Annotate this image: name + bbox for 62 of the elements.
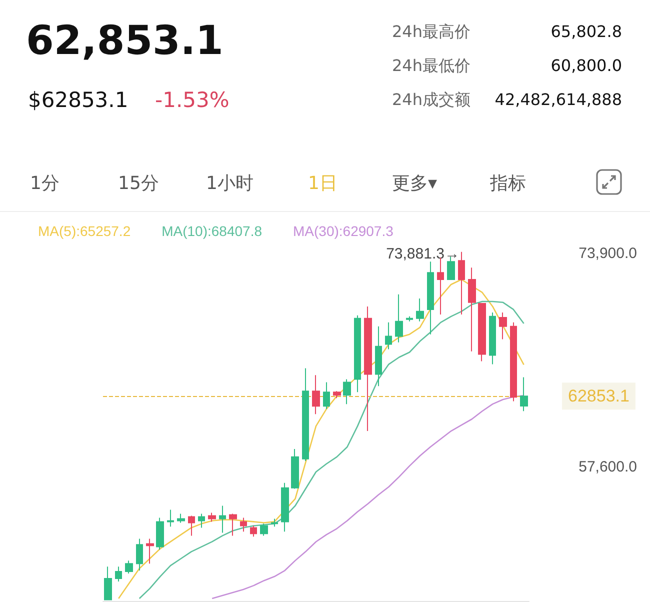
candlestick [478, 302, 486, 362]
candlestick [395, 294, 403, 343]
text: 65,802.8 [550, 22, 622, 41]
candlestick [312, 374, 320, 415]
text: 15分 [118, 172, 159, 195]
candlestick [385, 322, 392, 350]
text: 60,800.0 [550, 56, 622, 75]
text: MA(30):62907.3 [293, 223, 394, 239]
text: 24h最高价 [392, 22, 470, 43]
candlestick [364, 306, 372, 432]
candlestick [354, 314, 361, 393]
candlestick [323, 382, 330, 410]
text: 1小时 [206, 172, 254, 195]
candlestick [406, 316, 413, 322]
candlestick [219, 505, 226, 534]
chart-subtitle: $62853.1 [28, 88, 128, 112]
candlestick [291, 448, 299, 490]
candlestick [375, 326, 382, 387]
candlestick [229, 513, 237, 536]
candlestick [177, 513, 185, 524]
text: -1.53% [155, 88, 230, 112]
text: 指标 [490, 172, 526, 195]
candlestick [302, 368, 309, 462]
candlestick [416, 298, 424, 322]
candlestick [208, 512, 216, 522]
candlestick [333, 390, 341, 399]
candlestick [260, 523, 268, 536]
ref-line-label: 62853.1 [568, 386, 630, 406]
candlestick [188, 515, 195, 536]
candlestick [104, 566, 112, 600]
candlestick [136, 538, 143, 572]
candlestick [198, 513, 205, 528]
text: 更多▾ [392, 172, 438, 195]
y-tick-label: 57,600.0 [578, 458, 637, 476]
text: MA(5):65257.2 [38, 223, 131, 239]
candlestick [510, 322, 517, 402]
candlestick [240, 517, 247, 532]
candlestick [520, 376, 528, 412]
text: 1日 [308, 172, 338, 195]
candlestick [281, 482, 289, 532]
candlestick [156, 517, 164, 550]
candlestick [458, 251, 465, 315]
text: 1分 [30, 172, 60, 195]
text: MA(10):68407.8 [162, 223, 262, 239]
candlestick [146, 538, 154, 564]
y-tick-label: 73,900.0 [578, 245, 637, 262]
candlestick [167, 509, 174, 528]
text: 42,482,614,888 [494, 90, 622, 109]
chart-title: 62,853.1 [26, 18, 224, 64]
candlestick [343, 378, 351, 405]
text: 24h最低价 [392, 56, 470, 77]
candlestick [427, 261, 434, 335]
line-series [211, 394, 524, 600]
candlestick [271, 518, 278, 528]
candlestick [468, 267, 476, 352]
candlestick [489, 312, 496, 365]
candlestick [125, 560, 133, 574]
candlestick [250, 525, 257, 538]
candlestick [499, 312, 507, 340]
annotation: 73,881.3→ [386, 245, 460, 262]
text: 24h成交额 [392, 90, 470, 111]
candlestick [115, 566, 122, 582]
